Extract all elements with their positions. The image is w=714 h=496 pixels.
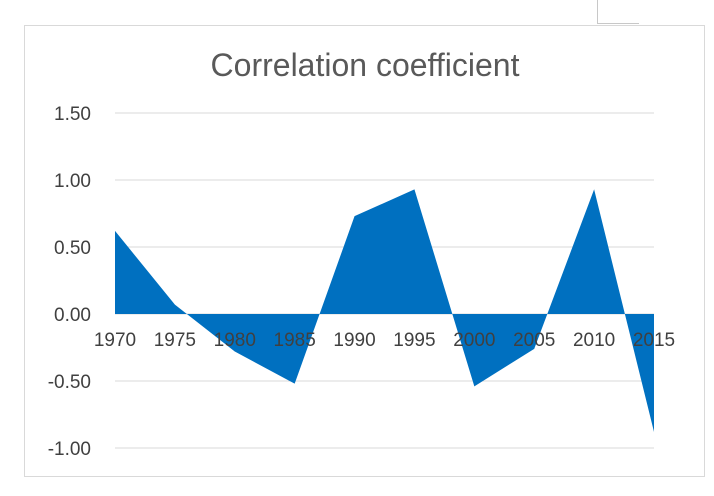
x-tick-label: 1970	[94, 330, 136, 351]
x-tick-label: 1980	[214, 330, 256, 351]
x-axis: 1970 1975 1980 1985 1990 1995 2000 2005 2010 2015	[94, 330, 675, 351]
y-tick-label: -1.00	[48, 439, 91, 460]
series-layer	[114, 189, 655, 433]
chart-title: Correlation coefficient	[211, 47, 520, 83]
x-tick-label: 1990	[333, 330, 375, 351]
x-tick-label: 2010	[573, 330, 615, 351]
y-tick-label: 0.00	[54, 305, 91, 326]
y-axis: 1.50 1.00 0.50 0.00 -0.50 -1.00	[48, 104, 91, 460]
x-tick-label: 2015	[633, 330, 675, 351]
y-tick-label: 1.50	[54, 104, 91, 125]
x-tick-label: 2005	[513, 330, 555, 351]
x-tick-label: 1975	[154, 330, 196, 351]
series-area	[115, 189, 654, 432]
y-tick-label: 1.00	[54, 171, 91, 192]
x-tick-label: 2000	[453, 330, 495, 351]
x-tick-label: 1995	[393, 330, 435, 351]
x-tick-label: 1985	[274, 330, 316, 351]
y-tick-label: 0.50	[54, 238, 91, 259]
y-tick-label: -0.50	[48, 372, 91, 393]
window-corner-mark	[597, 0, 639, 24]
